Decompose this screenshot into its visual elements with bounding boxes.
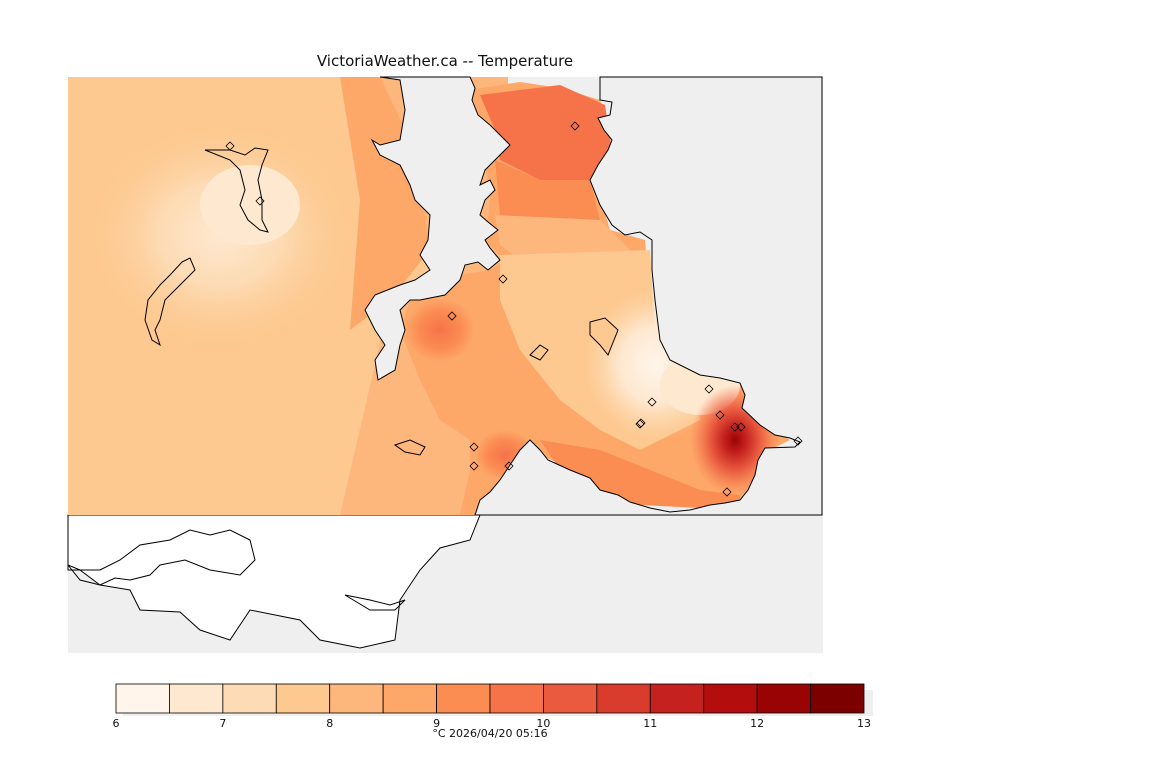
colorbar-swatch [756, 683, 811, 714]
map-title: VictoriaWeather.ca -- Temperature [316, 52, 574, 70]
diamond-icon [255, 196, 265, 206]
diamond-icon [570, 121, 580, 131]
colorbar-tick-label: 12 [750, 717, 764, 730]
colorbar-ticks: 6 7 8 9 10 11 12 13 [113, 717, 872, 730]
diamond-icon [704, 384, 714, 394]
colorbar-swatch [222, 683, 277, 714]
land-no-data [67, 514, 481, 649]
colorbar-swatch [649, 683, 705, 714]
colorbar-tick-label: 11 [643, 717, 657, 730]
diamond-icon [498, 274, 508, 284]
colorbar-tick-label: 10 [536, 717, 550, 730]
diamond-icon [469, 442, 479, 452]
colorbar-swatch [489, 683, 544, 714]
diamond-icon [722, 487, 732, 497]
diamond-icon [715, 410, 725, 420]
coastline [67, 147, 406, 611]
colorbar-swatch [703, 683, 758, 714]
colorbar-swatches [115, 683, 865, 714]
colorbar-swatch [382, 683, 437, 714]
colorbar-tick-label: 9 [433, 717, 440, 730]
colorbar-swatch [596, 683, 651, 714]
colorbar-swatch [169, 683, 224, 714]
diamond-icon [225, 141, 235, 151]
diamond-icon [793, 436, 803, 446]
colorbar-tick-label: 7 [219, 717, 226, 730]
diamond-icon [447, 311, 457, 321]
weather-stations [225, 121, 803, 497]
temperature-field [68, 77, 790, 515]
colorbar-tick-label: 8 [326, 717, 333, 730]
colorbar-tick-label: 6 [113, 717, 120, 730]
diamond-icon [636, 418, 646, 428]
water-inlets [364, 76, 823, 516]
colorbar-tick-label: 13 [857, 717, 871, 730]
diamond-icon [647, 397, 657, 407]
colorbar-swatch [115, 683, 170, 714]
diamond-icon [469, 461, 479, 471]
diamond-icon [730, 422, 740, 432]
colorbar-swatch [436, 683, 491, 714]
diamond-icon [736, 422, 746, 432]
colorbar-caption: °C 2026/04/20 05:16 [432, 727, 548, 740]
colorbar-swatch [275, 683, 331, 714]
colorbar-swatch [329, 683, 384, 714]
colorbar-swatch [810, 683, 865, 714]
diamond-icon [504, 461, 514, 471]
colorbar-swatch [543, 683, 598, 714]
